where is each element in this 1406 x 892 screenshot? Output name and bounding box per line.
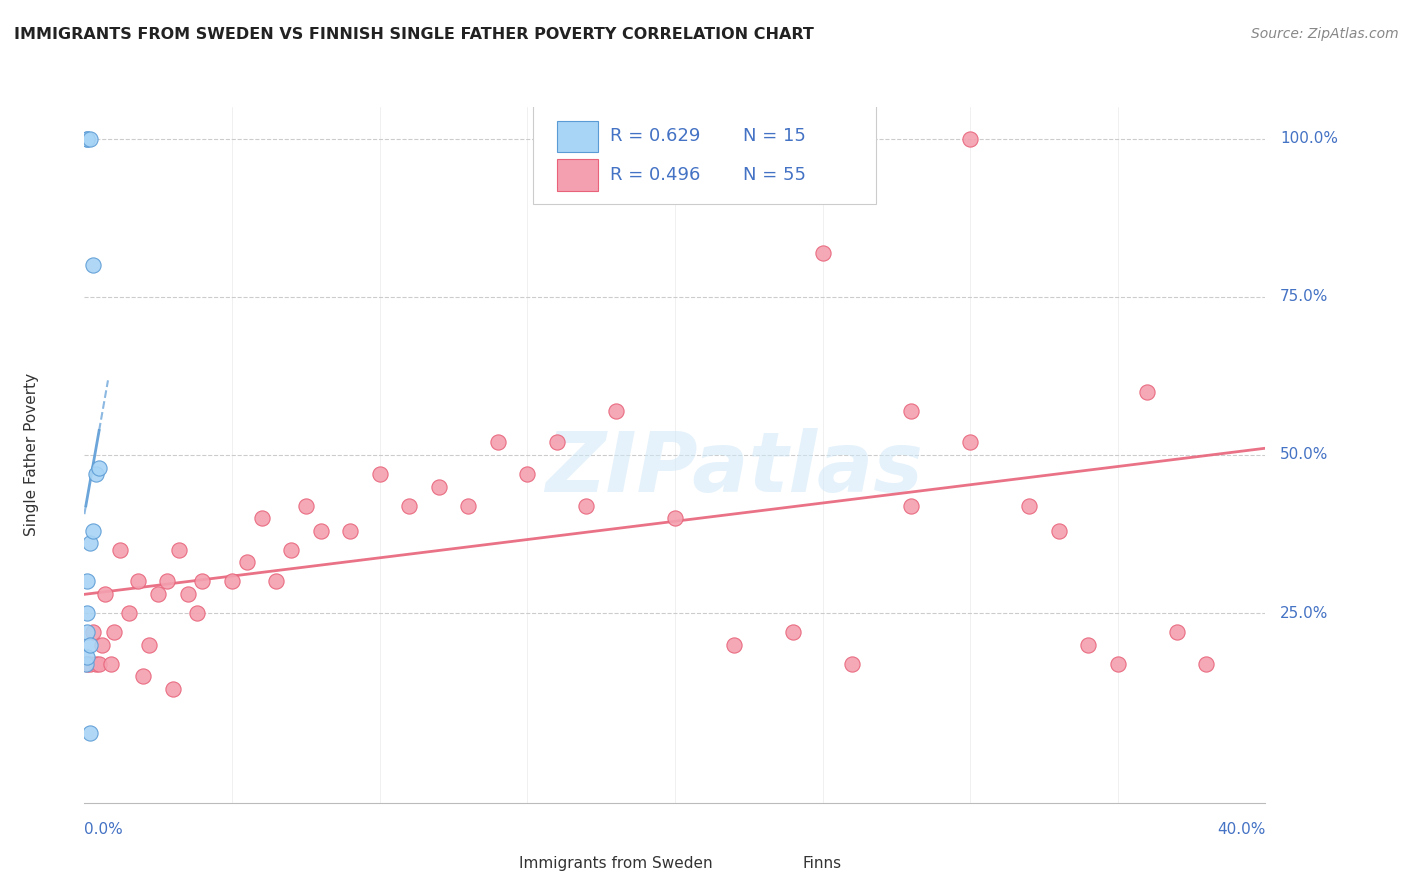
Text: 40.0%: 40.0% [1218,822,1265,837]
Point [1107,657,1129,671]
Point [516,467,538,481]
Point [76,131,98,145]
Point [79,657,101,671]
Point [76,657,98,671]
Point [76,650,98,665]
FancyBboxPatch shape [745,852,793,876]
Point [76,606,98,620]
Point [75,657,97,671]
Text: R = 0.629: R = 0.629 [610,128,700,145]
Point [723,638,745,652]
Point [103,625,125,640]
Point [91,638,114,652]
Point [76,131,98,145]
Point [82,625,104,640]
Point [398,499,420,513]
FancyBboxPatch shape [463,852,509,876]
Point [1047,524,1070,538]
Point [811,245,834,260]
Text: 25.0%: 25.0% [1281,606,1329,621]
Point [693,131,716,145]
Text: 100.0%: 100.0% [1281,131,1339,146]
FancyBboxPatch shape [533,100,876,204]
Point [82,258,104,272]
Text: N = 55: N = 55 [744,166,807,184]
Text: 0.0%: 0.0% [84,822,124,837]
Point [87,657,111,671]
Point [82,524,104,538]
Point [1018,499,1040,513]
Point [79,638,101,652]
Point [959,131,981,145]
FancyBboxPatch shape [557,159,598,191]
Point [100,657,122,671]
Point [841,657,863,671]
Text: N = 15: N = 15 [744,128,806,145]
Point [87,460,111,475]
Point [457,499,479,513]
Point [191,574,214,589]
Point [339,524,361,538]
Point [79,726,101,740]
Point [280,542,302,557]
Point [79,536,101,550]
Text: 50.0%: 50.0% [1281,448,1329,462]
Point [605,403,627,417]
Point [546,435,568,450]
Point [900,499,922,513]
Point [132,669,155,683]
Point [368,467,391,481]
Point [1166,625,1188,640]
Point [1136,384,1159,399]
Point [156,574,179,589]
Point [1195,657,1218,671]
Text: 75.0%: 75.0% [1281,289,1329,304]
Point [177,587,200,601]
Text: R = 0.496: R = 0.496 [610,166,700,184]
Text: Immigrants from Sweden: Immigrants from Sweden [519,855,713,871]
Text: ZIPatlas: ZIPatlas [546,428,922,509]
Point [76,574,98,589]
FancyBboxPatch shape [557,121,598,153]
Point [900,403,922,417]
Point [250,511,273,525]
Text: Source: ZipAtlas.com: Source: ZipAtlas.com [1251,27,1399,41]
Point [1077,638,1099,652]
Point [167,542,190,557]
Point [127,574,149,589]
Point [108,542,131,557]
Point [221,574,243,589]
Text: Finns: Finns [803,855,842,871]
Point [309,524,332,538]
Text: Single Father Poverty: Single Father Poverty [24,374,39,536]
Point [162,681,184,696]
Point [84,467,107,481]
Point [959,435,981,450]
Point [782,625,804,640]
Point [427,479,450,493]
Text: IMMIGRANTS FROM SWEDEN VS FINNISH SINGLE FATHER POVERTY CORRELATION CHART: IMMIGRANTS FROM SWEDEN VS FINNISH SINGLE… [14,27,814,42]
Point [94,587,117,601]
Point [79,131,101,145]
Point [186,606,208,620]
Point [264,574,288,589]
Point [84,657,107,671]
Point [295,499,318,513]
Point [575,499,598,513]
Point [138,638,160,652]
Point [235,556,259,570]
Point [148,587,170,601]
Point [664,511,686,525]
Point [118,606,141,620]
Point [486,435,509,450]
Point [76,625,98,640]
